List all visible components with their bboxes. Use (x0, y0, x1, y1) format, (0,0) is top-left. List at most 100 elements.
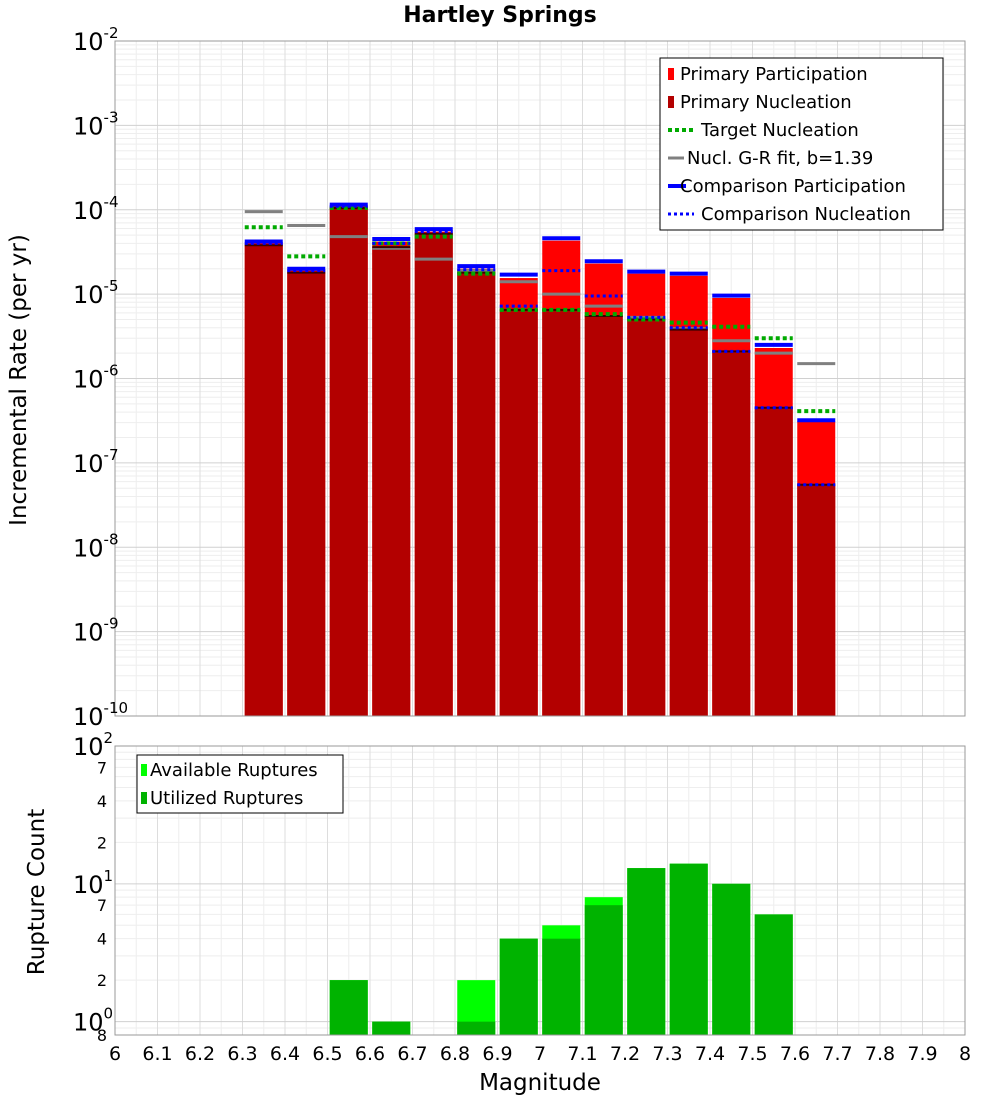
y-tick-base: 10 (73, 197, 104, 225)
y-tick-base: 10 (73, 1009, 104, 1037)
legend-label: Primary Nucleation (680, 92, 852, 113)
primary-nucleation-bar (244, 245, 283, 717)
legend-item: Primary Participation (668, 64, 868, 85)
x-tick-label: 7.6 (780, 1043, 810, 1065)
top-overlay-lines (244, 202, 836, 487)
x-tick-label: 6.2 (185, 1043, 215, 1065)
legend-item: Comparison Participation (668, 176, 906, 197)
y-tick-label: 101 (73, 867, 113, 899)
y-tick-base: 10 (73, 112, 104, 140)
legend-swatch (668, 68, 674, 80)
x-tick-label: 7.8 (865, 1043, 895, 1065)
x-tick-labels: 6 6.1 6.2 6.3 6.4 6.5 6.6 6.7 6.8 6.9 7 7.1 7.2 7.3 7.… (109, 1043, 971, 1065)
x-tick-label: 6.6 (355, 1043, 385, 1065)
top-panel: 10-210-310-410-510-610-710-810-910-10Pri… (73, 24, 966, 731)
top-y-axis-label: Incremental Rate (per yr) (6, 234, 32, 526)
x-axis-label: Magnitude (479, 1070, 601, 1096)
x-tick-label: 6 (109, 1043, 121, 1065)
y-tick-label: 10-2 (73, 24, 119, 56)
y-tick-exponent: -4 (104, 193, 119, 211)
y-tick-exponent: 2 (104, 729, 114, 747)
utilized-ruptures-bar (584, 905, 623, 1035)
legend-item: Target Nucleation (668, 120, 859, 141)
y-tick-base: 10 (73, 733, 104, 761)
utilized-ruptures-bar (669, 863, 708, 1035)
utilized-ruptures-bar (712, 883, 751, 1035)
y-tick-exponent: -10 (104, 699, 129, 717)
top-plot-frame (114, 40, 966, 717)
y-tick-base: 10 (73, 534, 104, 562)
primary-nucleation-bar (584, 316, 623, 716)
bottom-legend-box (136, 754, 344, 814)
y-tick-label: 10-8 (73, 530, 119, 562)
x-tick-label: 6.8 (440, 1043, 470, 1065)
legend-label: Utilized Ruptures (150, 788, 303, 809)
x-tick-label: 7.3 (652, 1043, 682, 1065)
x-tick-label: 7.5 (737, 1043, 767, 1065)
legend-label: Target Nucleation (700, 120, 859, 141)
y-tick-exponent: 1 (104, 867, 114, 885)
y-tick-base: 10 (73, 281, 104, 309)
y-tick-base: 10 (73, 703, 104, 731)
bottom-plot-frame (114, 745, 966, 1036)
y-minor-tick-label: 2 (97, 833, 107, 852)
y-minor-tick-label: 7 (97, 896, 107, 915)
utilized-ruptures-bar (627, 868, 666, 1035)
x-tick-label: 6.3 (227, 1043, 257, 1065)
y-minor-tick-label: 2 (97, 971, 107, 990)
primary-nucleation-bar (712, 351, 751, 716)
y-tick-base: 10 (73, 28, 104, 56)
x-tick-label: 6.7 (397, 1043, 427, 1065)
top-legend-box (659, 57, 944, 231)
utilized-ruptures-bar (372, 1021, 411, 1035)
y-tick-label: 10-4 (73, 193, 119, 225)
y-tick-exponent: -5 (104, 277, 119, 295)
top-bars (244, 206, 836, 717)
legend-item: Available Ruptures (141, 760, 318, 781)
legend-item: Comparison Nucleation (668, 204, 911, 225)
legend-swatch (141, 792, 147, 804)
primary-nucleation-bar (287, 272, 326, 716)
y-tick-exponent: -8 (104, 530, 119, 548)
x-tick-label: 6.5 (312, 1043, 342, 1065)
primary-nucleation-bar (542, 309, 581, 716)
primary-nucleation-bar (457, 272, 496, 716)
primary-nucleation-bar (414, 233, 453, 716)
legend-item: Utilized Ruptures (141, 788, 303, 809)
top-legend: Primary Participation Primary Nucleation T… (659, 57, 944, 231)
y-tick-base: 10 (73, 366, 104, 394)
primary-nucleation-bar (627, 319, 666, 716)
x-tick-label: 7.7 (822, 1043, 852, 1065)
primary-nucleation-bar (372, 247, 411, 716)
y-tick-base: 10 (73, 450, 104, 478)
legend-label: Primary Participation (680, 64, 868, 85)
utilized-ruptures-bar (457, 1021, 496, 1035)
y-tick-exponent: -9 (104, 615, 119, 633)
primary-nucleation-bar (499, 309, 538, 716)
y-tick-label: 102 (73, 729, 113, 761)
y-minor-tick-label: 4 (97, 792, 107, 811)
x-tick-label: 7.1 (567, 1043, 597, 1065)
bottom-y-axis-label: Rupture Count (24, 809, 50, 975)
x-tick-label: 7 (534, 1043, 546, 1065)
x-tick-label: 8 (959, 1043, 971, 1065)
y-tick-label: 10-6 (73, 362, 119, 394)
y-tick-exponent: 0 (104, 1005, 114, 1023)
y-tick-label: 10-3 (73, 108, 119, 140)
x-tick-label: 7.4 (695, 1043, 725, 1065)
y-tick-label: 10-10 (73, 699, 128, 731)
x-tick-label: 6.9 (482, 1043, 512, 1065)
y-tick-exponent: -7 (104, 446, 119, 464)
bottom-bars (329, 863, 793, 1035)
y-tick-base: 10 (73, 619, 104, 647)
bottom-legend: Available Ruptures Utilized Ruptures (136, 754, 344, 814)
primary-nucleation-bar (754, 407, 793, 716)
legend-label: Available Ruptures (150, 760, 318, 781)
y-minor-tick-label: 7 (97, 758, 107, 777)
utilized-ruptures-bar (754, 914, 793, 1035)
y-tick-exponent: -2 (104, 24, 119, 42)
x-tick-label: 6.1 (142, 1043, 172, 1065)
